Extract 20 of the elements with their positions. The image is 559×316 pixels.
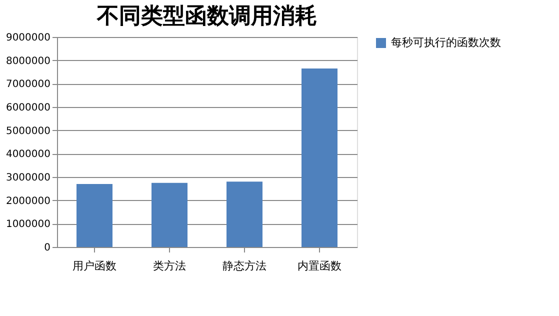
x-tick-label: 静态方法: [222, 260, 266, 272]
y-tick-label: 9000000: [6, 32, 50, 44]
x-tick-label: 类方法: [153, 260, 186, 272]
x-tick-label: 内置函数: [298, 260, 342, 272]
bar: [76, 184, 112, 247]
y-tick-label: 3000000: [6, 172, 50, 184]
y-tick-label: 6000000: [6, 102, 50, 114]
y-tick-label: 0: [44, 242, 50, 254]
y-tick-label: 8000000: [6, 56, 50, 67]
x-tick-label: 用户函数: [72, 260, 116, 272]
bar: [302, 68, 338, 247]
y-tick-label: 4000000: [6, 149, 50, 160]
chart-title: 不同类型函数调用消耗: [96, 3, 317, 28]
y-tick-label: 2000000: [6, 196, 50, 207]
y-tick-label: 7000000: [6, 79, 50, 90]
bar: [152, 182, 188, 247]
y-tick-label: 5000000: [6, 126, 50, 137]
legend-label: 每秒可执行的函数次数: [391, 36, 501, 49]
y-tick-label: 1000000: [6, 219, 50, 230]
bar: [226, 182, 262, 247]
